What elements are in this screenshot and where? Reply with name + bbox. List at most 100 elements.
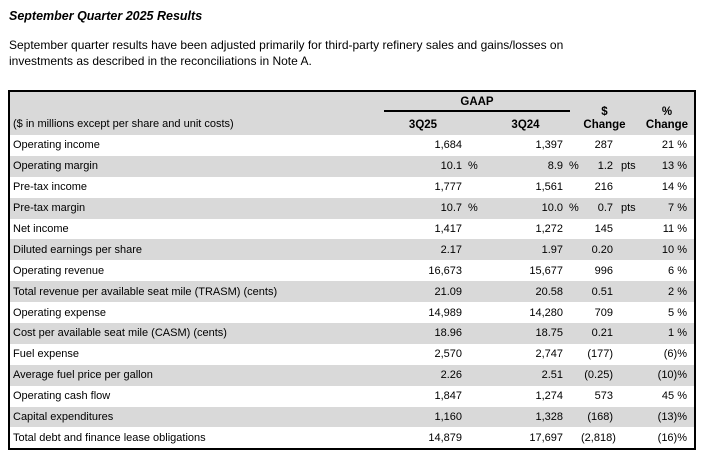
cell-pct-change: 6 % <box>668 264 687 277</box>
gaap-spanner-header: GAAP <box>384 92 570 112</box>
cell-3q24: 1,561 <box>535 181 563 194</box>
cell-pct-change: 14 % <box>661 181 687 194</box>
table-row: Operating cash flow 1,847 1,274 573 45 % <box>10 385 694 407</box>
table-row: Diluted earnings per share 2.17 1.97 0.2… <box>10 239 694 261</box>
table-row: Capital expenditures 1,160 1,328 (168) (… <box>10 406 694 428</box>
cell-dollar-change: 287 <box>594 139 613 152</box>
table-row: Pre-tax margin 10.7% 10.0% 0.7 pts 7 % <box>10 197 694 219</box>
table-row: Operating expense 14,989 14,280 709 5 % <box>10 302 694 324</box>
table-row: Operating income 1,684 1,397 287 21 % <box>10 135 694 156</box>
results-table: ($ in millions except per share and unit… <box>8 90 696 451</box>
cell-3q25: 16,673 <box>428 264 462 277</box>
cell-pct-change: 45 % <box>661 390 687 403</box>
intro-paragraph: September quarter results have been adju… <box>9 38 564 68</box>
cell-3q24: 1.97 <box>541 243 563 256</box>
col-header-dollar-change: $ Change <box>581 92 640 135</box>
cell-3q24: 2.51 <box>541 369 563 382</box>
table-row: Net income 1,417 1,272 145 11 % <box>10 218 694 240</box>
cell-3q25: 2,570 <box>434 348 462 361</box>
row-label: Fuel expense <box>13 348 80 361</box>
cell-3q25-unit: % <box>468 202 478 215</box>
row-label: Pre-tax margin <box>13 202 86 215</box>
row-label: Operating cash flow <box>13 390 111 403</box>
cell-pct-change: (13)% <box>657 411 687 424</box>
dollar-change-word: Change <box>583 119 626 131</box>
cell-3q24: 10.0% <box>480 198 581 219</box>
row-label: Operating margin <box>13 160 98 173</box>
cell-3q24-unit: % <box>569 160 579 173</box>
page-title: September Quarter 2025 Results <box>9 9 203 23</box>
cell-pct-change: 21 % <box>661 139 687 152</box>
table-row: Fuel expense 2,570 2,747 (177) (6)% <box>10 343 694 365</box>
cell-pct-change: 11 % <box>662 223 687 235</box>
cell-3q25: 1,847 <box>434 390 462 403</box>
cell-3q25: 1,160 <box>434 411 462 424</box>
cell-pct-change: 1 % <box>668 327 687 340</box>
cell-dollar-change-unit: pts <box>621 202 636 215</box>
cell-3q24: 8.9% <box>480 156 581 177</box>
cell-3q25: 2.17 <box>440 243 462 256</box>
cell-dollar-change: (0.25) <box>584 369 613 382</box>
cell-dollar-change: 709 <box>594 306 613 319</box>
cell-3q25: 2.26 <box>440 369 462 382</box>
cell-3q24: 1,397 <box>535 139 563 152</box>
cell-dollar-change-unit: pts <box>621 160 636 173</box>
pct-change-symbol: % <box>661 106 673 118</box>
row-label: Net income <box>13 223 69 235</box>
gaap-column-group: GAAP 3Q25 3Q24 <box>384 92 581 135</box>
table-row: Average fuel price per gallon 2.26 2.51 … <box>10 364 694 386</box>
cell-3q25: 10.1% <box>384 156 480 177</box>
table-row: Cost per available seat mile (CASM) (cen… <box>10 323 694 344</box>
row-label: Cost per available seat mile (CASM) (cen… <box>13 327 227 340</box>
cell-pct-change: 10 % <box>661 243 687 256</box>
table-row: Total debt and finance lease obligations… <box>10 427 694 449</box>
cell-dollar-change: 216 <box>594 181 613 194</box>
cell-3q25-unit: % <box>468 160 478 173</box>
cell-3q24: 15,677 <box>529 264 563 277</box>
col-header-pct-change: % Change <box>640 92 694 135</box>
cell-3q24: 1,272 <box>535 223 563 235</box>
cell-3q25: 21.09 <box>434 285 462 298</box>
cell-3q25: 1,417 <box>434 223 462 235</box>
quarter-headers: 3Q25 3Q24 <box>384 112 581 135</box>
table-row: Total revenue per available seat mile (T… <box>10 281 694 303</box>
row-label: Diluted earnings per share <box>13 243 143 256</box>
cell-dollar-change: 0.20 <box>591 243 613 256</box>
row-label: Pre-tax income <box>13 181 87 194</box>
row-label: Capital expenditures <box>13 411 114 424</box>
cell-3q24: 18.75 <box>535 327 563 340</box>
cell-pct-change: (10)% <box>657 369 687 382</box>
row-label: Operating revenue <box>13 264 105 277</box>
cell-3q25: 10.7% <box>384 198 480 219</box>
cell-dollar-change: (177) <box>587 348 613 361</box>
row-label: Operating expense <box>13 306 106 319</box>
cell-pct-change: 5 % <box>668 306 687 319</box>
pct-change-word: Change <box>645 119 689 131</box>
table-header: ($ in millions except per share and unit… <box>10 92 694 135</box>
cell-dollar-change: 0.7 pts <box>581 198 640 219</box>
cell-3q24: 17,697 <box>529 431 563 444</box>
cell-3q24: 1,274 <box>535 390 563 403</box>
cell-dollar-change: (2,818) <box>581 431 616 444</box>
cell-3q24: 1,328 <box>535 411 563 424</box>
dollar-change-symbol: $ <box>601 106 608 118</box>
col-header-3q24: 3Q24 <box>511 119 540 131</box>
table-body: Operating income 1,684 1,397 287 21 % Op… <box>10 135 694 449</box>
cell-3q25: 1,777 <box>434 181 462 194</box>
row-label: Operating income <box>13 139 100 152</box>
table-row: Operating margin 10.1% 8.9% 1.2 pts 13 % <box>10 155 694 177</box>
cell-3q24: 14,280 <box>529 306 563 319</box>
row-label: Total debt and finance lease obligations <box>13 431 206 444</box>
cell-pct-change: 7 % <box>668 202 687 215</box>
row-label: Average fuel price per gallon <box>13 369 153 382</box>
row-label: Total revenue per available seat mile (T… <box>13 285 278 298</box>
cell-pct-change: (16)% <box>657 431 687 444</box>
cell-3q25: 18.96 <box>434 327 462 340</box>
cell-dollar-change: 1.2 pts <box>581 156 640 177</box>
cell-3q24-unit: % <box>569 202 579 215</box>
cell-dollar-change: 145 <box>594 223 613 235</box>
cell-pct-change: (6)% <box>663 348 687 361</box>
cell-3q25: 14,989 <box>428 306 462 319</box>
cell-dollar-change: 0.51 <box>591 285 613 298</box>
cell-3q24: 2,747 <box>535 348 563 361</box>
